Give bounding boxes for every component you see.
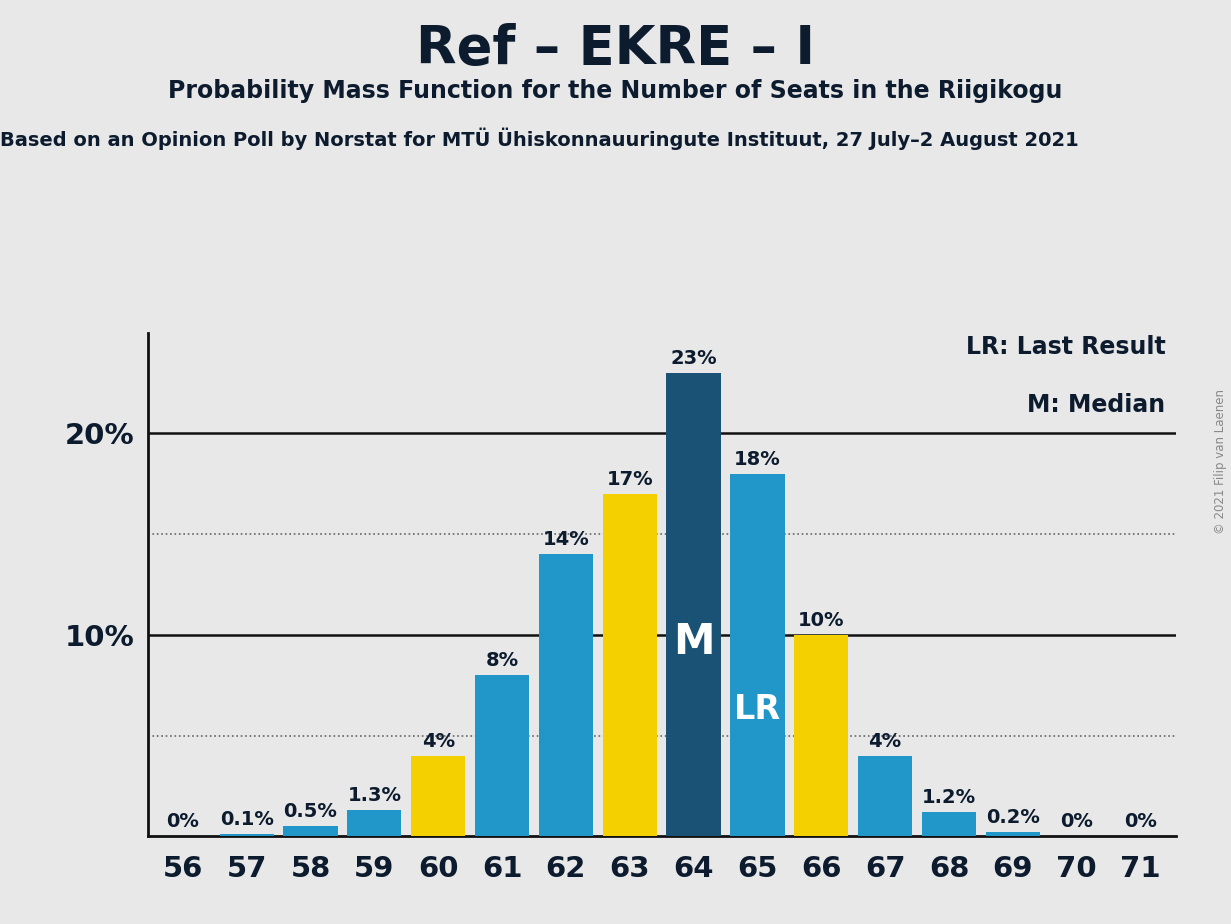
- Bar: [730, 474, 784, 836]
- Text: 14%: 14%: [543, 530, 590, 549]
- Text: 8%: 8%: [485, 651, 518, 670]
- Text: 4%: 4%: [422, 732, 454, 750]
- Text: 17%: 17%: [607, 469, 654, 489]
- Text: © 2021 Filip van Laenen: © 2021 Filip van Laenen: [1214, 390, 1227, 534]
- Text: 18%: 18%: [734, 450, 780, 468]
- Text: 0.2%: 0.2%: [986, 808, 1040, 827]
- Text: 0.1%: 0.1%: [220, 810, 273, 829]
- Bar: [986, 833, 1040, 836]
- Text: 0.5%: 0.5%: [283, 802, 337, 821]
- Text: 23%: 23%: [670, 349, 716, 368]
- Bar: [283, 826, 337, 836]
- Text: 4%: 4%: [869, 732, 901, 750]
- Bar: [219, 834, 273, 836]
- Bar: [794, 635, 848, 836]
- Text: M: Median: M: Median: [1027, 393, 1166, 417]
- Bar: [603, 493, 657, 836]
- Text: 10%: 10%: [798, 611, 844, 630]
- Text: Ref – EKRE – I: Ref – EKRE – I: [416, 23, 815, 75]
- Text: Based on an Opinion Poll by Norstat for MTÜ Ühiskonnauuringute Instituut, 27 Jul: Based on an Opinion Poll by Norstat for …: [0, 128, 1078, 150]
- Bar: [858, 756, 912, 836]
- Text: M: M: [673, 621, 714, 663]
- Text: 1.2%: 1.2%: [922, 788, 976, 807]
- Text: LR: Last Result: LR: Last Result: [965, 335, 1166, 359]
- Bar: [666, 373, 720, 836]
- Text: 1.3%: 1.3%: [347, 786, 401, 805]
- Bar: [539, 554, 593, 836]
- Bar: [347, 810, 401, 836]
- Text: 0%: 0%: [1124, 812, 1157, 832]
- Text: LR: LR: [734, 693, 780, 726]
- Bar: [922, 812, 976, 836]
- Text: 0%: 0%: [1060, 812, 1093, 832]
- Bar: [411, 756, 465, 836]
- Bar: [475, 675, 529, 836]
- Text: 0%: 0%: [166, 812, 199, 832]
- Text: Probability Mass Function for the Number of Seats in the Riigikogu: Probability Mass Function for the Number…: [169, 79, 1062, 103]
